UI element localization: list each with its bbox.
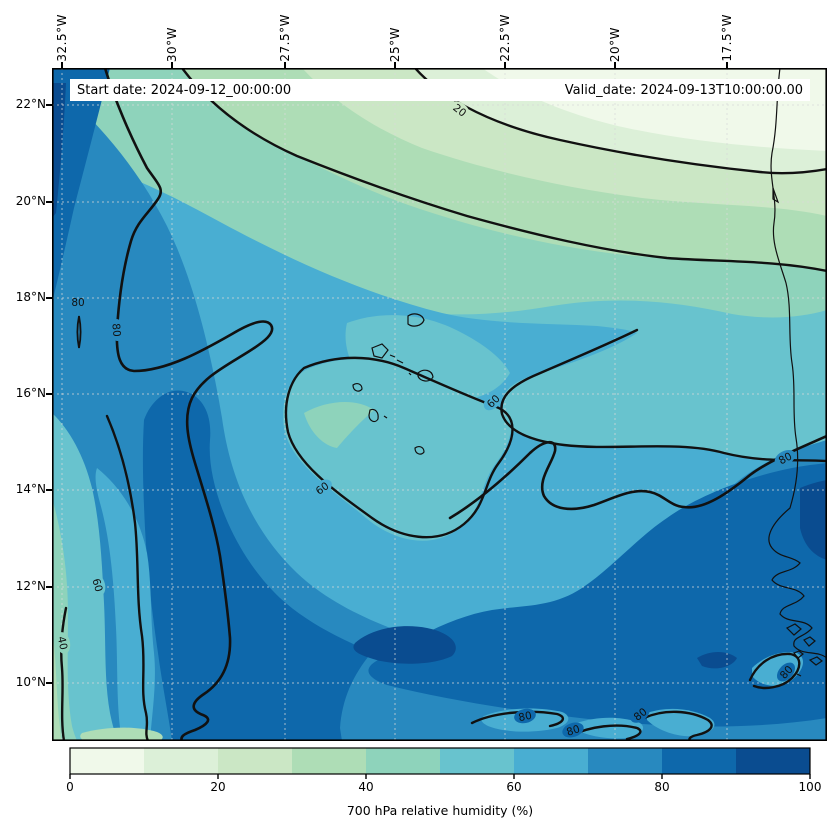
x-tick-label: 25°W xyxy=(388,26,402,62)
y-tick-label: 10°N xyxy=(15,675,46,689)
start-date-annotation: Start date: 2024-09-12_00:00:00 xyxy=(77,82,292,98)
x-tick xyxy=(61,62,63,68)
graticule xyxy=(52,68,827,741)
contour-line-60-loop xyxy=(284,356,514,539)
contour-line-40 xyxy=(180,68,827,273)
colorbar-segment xyxy=(514,748,588,774)
colorbar-frame xyxy=(69,747,811,775)
fill-strip-60-70 xyxy=(95,468,155,741)
contour-label-60: 60 xyxy=(90,577,105,593)
y-tick-label: 20°N xyxy=(15,194,46,208)
y-tick xyxy=(46,489,52,491)
colorbar-segment xyxy=(70,748,144,774)
y-tick xyxy=(46,201,52,203)
colorbar-tick-label: 100 xyxy=(798,780,822,794)
coastline-africa xyxy=(768,68,827,677)
y-tick xyxy=(46,682,52,684)
y-tick-label: 12°N xyxy=(15,579,46,593)
x-tick xyxy=(284,62,286,68)
colorbar-segment xyxy=(218,748,292,774)
contour-line-80-s4 xyxy=(748,652,801,690)
y-tick xyxy=(46,104,52,106)
contour-line-80-sliver xyxy=(76,315,82,349)
x-tick xyxy=(504,62,506,68)
fill-strip-50-60 xyxy=(52,413,118,741)
fill-region-40-50-core xyxy=(304,402,374,448)
fill-bottom-mint xyxy=(80,727,163,741)
fill-region-90-100-coast xyxy=(800,480,827,560)
y-tick-label: 16°N xyxy=(15,386,46,400)
x-tick xyxy=(614,62,616,68)
cape-verde-islands xyxy=(352,313,434,455)
annotation-band: Start date: 2024-09-12_00:00:00 Valid_da… xyxy=(70,79,810,101)
fill-region-90-100-nw xyxy=(52,83,66,218)
contour-line-40-left xyxy=(60,606,68,741)
colorbar-ticks xyxy=(69,774,811,779)
contour-label-80: 80 xyxy=(71,297,84,309)
y-tick-label: 22°N xyxy=(15,97,46,111)
fill-region-90-100-s xyxy=(353,626,456,664)
contour-label-40: 40 xyxy=(55,635,70,651)
contour-line-60-left xyxy=(105,414,150,741)
colorbar-segment xyxy=(662,748,736,774)
colorbar-tick-label: 20 xyxy=(210,780,226,794)
colorbar-segment xyxy=(292,748,366,774)
contour-line-80-west xyxy=(103,68,274,741)
contour-line-80-s1 xyxy=(470,710,565,728)
y-tick-label: 18°N xyxy=(15,290,46,304)
colorbar-segment xyxy=(144,748,218,774)
colorbar-segment xyxy=(736,748,810,774)
colorbar-label: 700 hPa relative humidity (%) xyxy=(346,803,534,818)
x-tick-label: 17.5°W xyxy=(720,14,734,62)
contour-line-80-east xyxy=(448,434,827,520)
contour-label-80: 80 xyxy=(565,723,581,739)
y-tick xyxy=(46,586,52,588)
colorbar xyxy=(69,747,811,779)
fill-pocket-60-70 xyxy=(577,717,644,739)
valid-date-annotation: Valid_date: 2024-09-13T10:00:00.00 xyxy=(564,82,803,98)
colorbar-tick-label: 60 xyxy=(506,780,522,794)
x-tick-label: 20°W xyxy=(608,26,622,62)
contour-label-80: 80 xyxy=(517,710,533,725)
colorbar-segment xyxy=(366,748,440,774)
x-tick xyxy=(726,62,728,68)
x-tick-label: 27.5°W xyxy=(278,14,292,62)
colorbar-tick-label: 0 xyxy=(66,780,74,794)
x-tick-label: 32.5°W xyxy=(55,14,69,62)
y-tick xyxy=(46,297,52,299)
y-tick-label: 14°N xyxy=(15,482,46,496)
fill-strip-30-40 xyxy=(52,628,61,741)
contour-line-80-s2 xyxy=(568,724,642,741)
fill-region-80-90-nw xyxy=(52,68,110,303)
contour-line-80-s3 xyxy=(642,710,713,741)
colorbar-segment xyxy=(440,748,514,774)
contour-lines xyxy=(60,68,827,741)
contour-label-80: 80 xyxy=(777,450,794,467)
x-tick-label: 22.5°W xyxy=(498,14,512,62)
x-tick xyxy=(171,62,173,68)
plot-frame xyxy=(52,68,827,741)
colorbar-tick-label: 40 xyxy=(358,780,374,794)
x-tick xyxy=(394,62,396,68)
contour-map: 20 40 60 60 60 80 80 80 80 80 80 80 xyxy=(52,68,827,741)
colorbar-tick-label: 80 xyxy=(654,780,670,794)
y-tick xyxy=(46,393,52,395)
contour-label-80: 80 xyxy=(109,323,122,337)
x-tick-label: 30°W xyxy=(165,26,179,62)
colorbar-segment xyxy=(588,748,662,774)
contour-line-60-east xyxy=(500,328,827,463)
